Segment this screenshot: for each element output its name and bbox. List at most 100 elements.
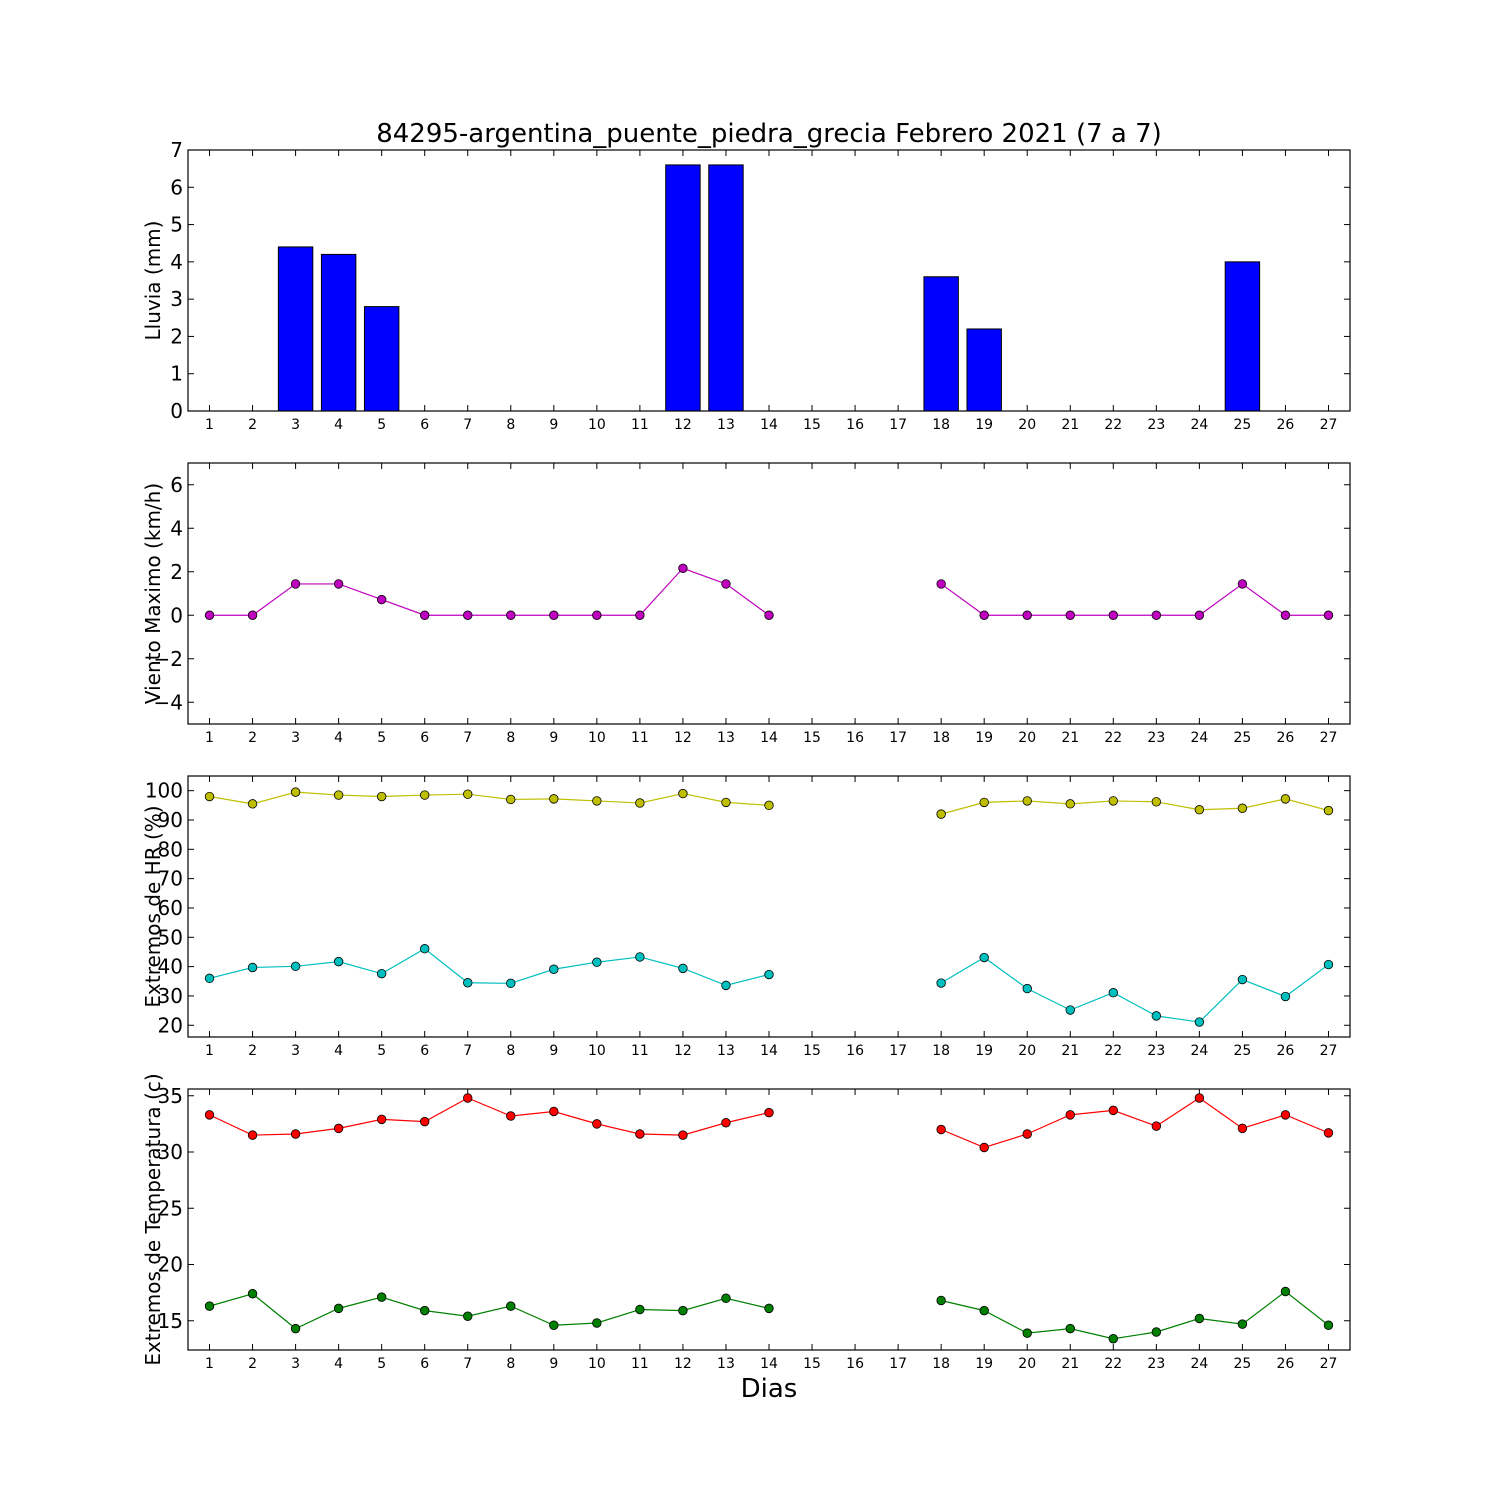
data-point: [463, 789, 473, 799]
x-tick-label: 5: [377, 417, 386, 433]
x-tick-label: 9: [549, 1043, 558, 1059]
data-point: [635, 952, 645, 962]
x-tick-label: 24: [1190, 730, 1208, 746]
data-point: [549, 794, 559, 804]
data-point: [1194, 1093, 1205, 1103]
x-tick-label: 23: [1147, 1356, 1165, 1372]
data-point: [247, 1289, 258, 1299]
x-tick-label: 4: [334, 1043, 343, 1059]
data-point: [592, 1318, 602, 1328]
x-tick-label: 4: [334, 730, 343, 746]
x-tick-label: 5: [377, 1043, 386, 1059]
x-tick-label: 1: [205, 730, 214, 746]
data-point: [678, 1305, 688, 1316]
x-tick-label: 27: [1320, 1043, 1338, 1059]
x-tick-label: 17: [889, 1043, 907, 1059]
x-tick-label: 13: [717, 1043, 735, 1059]
x-tick-label: 7: [463, 417, 472, 433]
y-tick-label: 20: [158, 1013, 183, 1037]
x-tick-label: 24: [1190, 1356, 1208, 1372]
y-tick-label: 0: [170, 603, 183, 627]
x-tick-label: 21: [1061, 1043, 1079, 1059]
x-tick-label: 6: [420, 417, 429, 433]
y-tick-label: 20: [158, 1253, 183, 1277]
x-tick-label: 8: [506, 1356, 515, 1372]
y-tick-label: 4: [170, 250, 183, 274]
x-tick-label: 15: [803, 417, 821, 433]
data-point: [1237, 1123, 1248, 1134]
x-tick-label: 4: [334, 1356, 343, 1372]
axes-frame: [187, 149, 1351, 412]
data-point: [463, 1093, 473, 1103]
x-tick-label: 27: [1320, 730, 1338, 746]
x-tick-label: 3: [291, 1043, 300, 1059]
series-line: [941, 1290, 1329, 1340]
data-point: [1280, 1286, 1291, 1297]
data-point: [506, 1301, 516, 1311]
y-tick-label: 25: [158, 1196, 183, 1220]
x-tick-label: 23: [1147, 1043, 1165, 1059]
data-point: [1065, 1005, 1075, 1015]
data-point: [1280, 610, 1291, 620]
data-point: [1323, 610, 1334, 620]
data-point: [549, 964, 559, 974]
x-tick-label: 8: [506, 730, 515, 746]
x-tick-label: 7: [463, 1356, 472, 1372]
x-tick-label: 2: [248, 417, 257, 433]
data-point: [635, 1304, 645, 1315]
y-tick-label: 60: [158, 896, 183, 920]
x-tick-label: 7: [463, 730, 472, 746]
data-point: [936, 809, 946, 819]
y-tick-label: 80: [158, 837, 183, 861]
y-tick-label: 90: [158, 808, 183, 832]
data-point: [1280, 1110, 1291, 1120]
axes-frame: [187, 1088, 1351, 1351]
x-tick-label: 26: [1277, 1043, 1295, 1059]
data-point: [1323, 1128, 1334, 1138]
data-point: [376, 1114, 387, 1125]
data-point: [936, 1295, 946, 1306]
data-point: [549, 1106, 559, 1117]
axes-frame: [187, 775, 1351, 1038]
y-tick-label: 1: [170, 362, 183, 386]
x-tick-label: 5: [377, 730, 386, 746]
series-line: [940, 583, 1329, 616]
data-point: [936, 1124, 946, 1135]
data-point: [1022, 1328, 1032, 1338]
y-tick-label: 30: [158, 1140, 183, 1164]
data-point: [1151, 1011, 1162, 1021]
data-point: [592, 1119, 602, 1129]
x-tick-label: 21: [1061, 417, 1079, 433]
x-tick-label: 24: [1190, 417, 1208, 433]
data-point: [1151, 610, 1162, 620]
data-point: [1323, 805, 1334, 816]
x-tick-label: 9: [549, 1356, 558, 1372]
data-point: [721, 579, 731, 589]
bar: [277, 246, 314, 412]
data-point: [549, 610, 559, 620]
data-point: [635, 798, 645, 808]
x-tick-label: 25: [1233, 417, 1251, 433]
x-tick-label: 27: [1320, 417, 1338, 433]
x-tick-label: 21: [1061, 730, 1079, 746]
y-axis-label: Extremos de HR (%): [141, 805, 165, 1007]
data-point: [1280, 794, 1291, 804]
data-point: [1194, 805, 1205, 815]
bar: [923, 276, 959, 412]
data-point: [376, 968, 387, 979]
data-point: [1151, 1121, 1162, 1131]
x-tick-label: 14: [760, 730, 778, 746]
y-tick-label: 2: [170, 324, 183, 348]
y-tick-label: 15: [158, 1309, 183, 1333]
x-tick-label: 13: [717, 417, 735, 433]
data-point: [1022, 796, 1032, 806]
data-point: [333, 790, 344, 800]
x-tick-label: 18: [932, 730, 950, 746]
data-point: [592, 957, 602, 967]
series-line: [940, 798, 1329, 815]
x-tick-label: 3: [291, 1356, 300, 1372]
data-point: [506, 978, 516, 989]
y-tick-label: −4: [154, 690, 183, 714]
x-tick-label: 17: [889, 730, 907, 746]
